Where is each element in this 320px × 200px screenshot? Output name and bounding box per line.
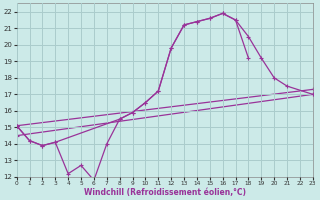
X-axis label: Windchill (Refroidissement éolien,°C): Windchill (Refroidissement éolien,°C)	[84, 188, 246, 197]
